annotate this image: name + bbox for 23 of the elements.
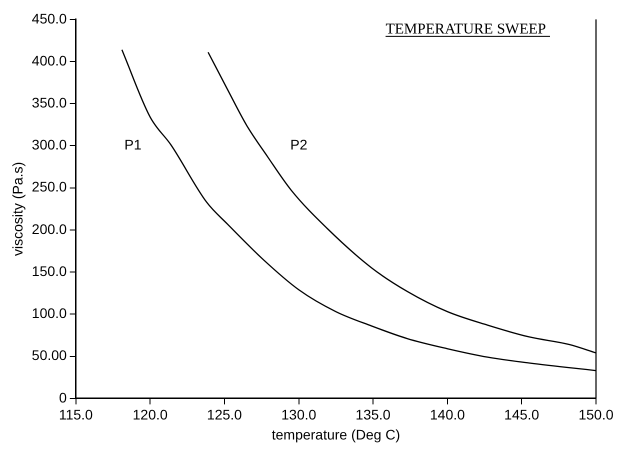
y-tick-label: 250.0 (32, 178, 68, 195)
x-tick-label: 125.0 (206, 406, 242, 423)
x-tick-label: 145.0 (504, 406, 540, 423)
y-tick-label: 300.0 (32, 136, 68, 153)
x-tick-label: 120.0 (132, 406, 168, 423)
y-tick-label: 200.0 (32, 220, 68, 237)
y-tick-label: 0 (59, 389, 68, 406)
series-label: P1 (124, 136, 142, 153)
y-axis-title: viscosity (Pa.s) (9, 162, 26, 256)
y-tick-label: 50.00 (32, 347, 68, 364)
x-tick-label: 115.0 (58, 406, 94, 423)
x-tick-label: 130.0 (281, 406, 316, 423)
y-tick-label: 150.0 (32, 262, 68, 279)
y-tick-label: 400.0 (32, 52, 68, 68)
x-tick-label: 135.0 (356, 406, 391, 423)
x-tick-label: 140.0 (430, 406, 466, 423)
chart-title: TEMPERATURE SWEEP (386, 21, 546, 38)
y-tick-label: 450.0 (32, 10, 68, 26)
series-label: P2 (290, 136, 308, 153)
x-axis-title: temperature (Deg C) (272, 426, 400, 442)
y-tick-label: 350.0 (32, 94, 68, 110)
y-tick-label: 100.0 (32, 305, 68, 322)
x-tick-label: 150.0 (578, 406, 614, 423)
